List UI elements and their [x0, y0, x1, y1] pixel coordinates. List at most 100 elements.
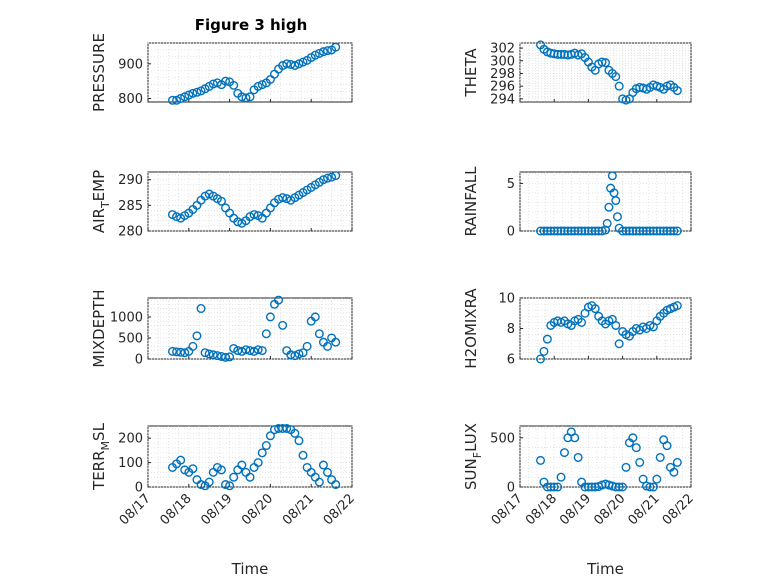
y-tick-label: 0	[507, 481, 515, 496]
data-point	[556, 226, 566, 236]
data-point	[331, 480, 341, 490]
data-point	[553, 482, 563, 492]
data-point	[672, 226, 682, 236]
x-tick-label: 08/22	[321, 491, 358, 528]
data-point	[180, 348, 190, 358]
data-point	[318, 460, 328, 470]
y-tick-label: 6	[507, 353, 515, 368]
data-point	[542, 334, 552, 344]
data-point	[645, 226, 655, 236]
data-point	[318, 47, 328, 57]
subplot-air-temp: 280 285 290 AIRTEMP	[90, 170, 353, 240]
data-point	[188, 88, 198, 98]
data-point	[583, 482, 593, 492]
data-point	[323, 467, 333, 477]
data-point	[611, 482, 621, 492]
data-point	[570, 226, 580, 236]
data-point	[614, 81, 624, 91]
data-point	[261, 441, 271, 451]
x-tick-label: 08/17	[489, 491, 526, 528]
data-point	[577, 226, 587, 236]
data-point	[323, 341, 333, 351]
x-tick-label: 08/21	[626, 491, 663, 528]
y-axis-label: TERRMSL	[90, 422, 112, 491]
data-point	[607, 171, 617, 181]
data-point	[611, 196, 621, 206]
data-point	[611, 72, 621, 82]
y-tick-label: 5	[507, 177, 515, 192]
y-tick-label: 0	[507, 225, 515, 240]
data-point	[583, 226, 593, 236]
data-point	[542, 482, 552, 492]
data-point	[278, 193, 288, 203]
data-point	[180, 92, 190, 102]
data-point	[192, 331, 202, 341]
y-axis-label: PRESSURE	[90, 33, 108, 112]
data-point	[294, 436, 304, 446]
data-point	[539, 346, 549, 356]
data-point	[229, 80, 239, 90]
x-tick-label: 08/20	[591, 491, 628, 528]
data-point	[648, 226, 658, 236]
data-point	[331, 171, 341, 181]
data-point	[559, 226, 569, 236]
data-point	[556, 49, 566, 59]
data-point	[563, 226, 573, 236]
data-point	[631, 443, 641, 453]
x-tick-label: 08/18	[523, 491, 560, 528]
data-point	[573, 226, 583, 236]
data-point	[652, 474, 662, 484]
data-point	[278, 320, 288, 330]
data-point	[176, 94, 186, 104]
y-tick-label: 8	[507, 322, 515, 337]
data-point	[282, 423, 292, 433]
data-point	[327, 172, 337, 182]
data-point	[621, 226, 631, 236]
y-tick-label: 100	[118, 456, 143, 471]
data-point	[212, 351, 222, 361]
subplot-h2omixra: 6 8 10 H2OMIXRA	[462, 288, 692, 369]
data-point	[265, 312, 275, 322]
data-point	[261, 329, 271, 339]
data-point	[597, 57, 607, 67]
data-point	[257, 346, 267, 356]
data-point	[245, 472, 255, 482]
data-point	[302, 341, 312, 351]
data-point	[253, 458, 263, 468]
data-point	[331, 42, 341, 52]
data-point	[253, 81, 263, 91]
x-tick-label: 08/19	[557, 491, 594, 528]
data-point	[167, 95, 177, 105]
data-point	[221, 480, 231, 490]
y-axis-label: THETA	[462, 48, 480, 98]
x-tick-label: 08/19	[198, 491, 235, 528]
y-axis-label: MIXDEPTH	[90, 289, 108, 367]
data-point	[635, 226, 645, 236]
data-point	[602, 218, 612, 228]
data-point	[549, 49, 559, 59]
data-point	[672, 301, 682, 311]
x-tick-label: 08/18	[158, 491, 195, 528]
data-point	[274, 295, 284, 305]
y-tick-label: 285	[118, 199, 143, 214]
data-point	[672, 457, 682, 467]
data-point	[638, 226, 648, 236]
data-point	[298, 57, 308, 67]
data-point	[196, 304, 206, 314]
data-point	[546, 226, 556, 236]
y-tick-label: 300	[490, 54, 515, 69]
data-point	[196, 480, 206, 490]
data-point	[549, 226, 559, 236]
data-point	[580, 482, 590, 492]
data-point	[237, 460, 247, 470]
data-point	[257, 80, 267, 90]
data-point	[628, 226, 638, 236]
data-point	[662, 226, 672, 236]
data-point	[188, 341, 198, 351]
data-point	[604, 202, 614, 212]
y-tick-label: 800	[118, 92, 143, 107]
data-point	[665, 226, 675, 236]
y-tick-label: 280	[118, 225, 143, 240]
